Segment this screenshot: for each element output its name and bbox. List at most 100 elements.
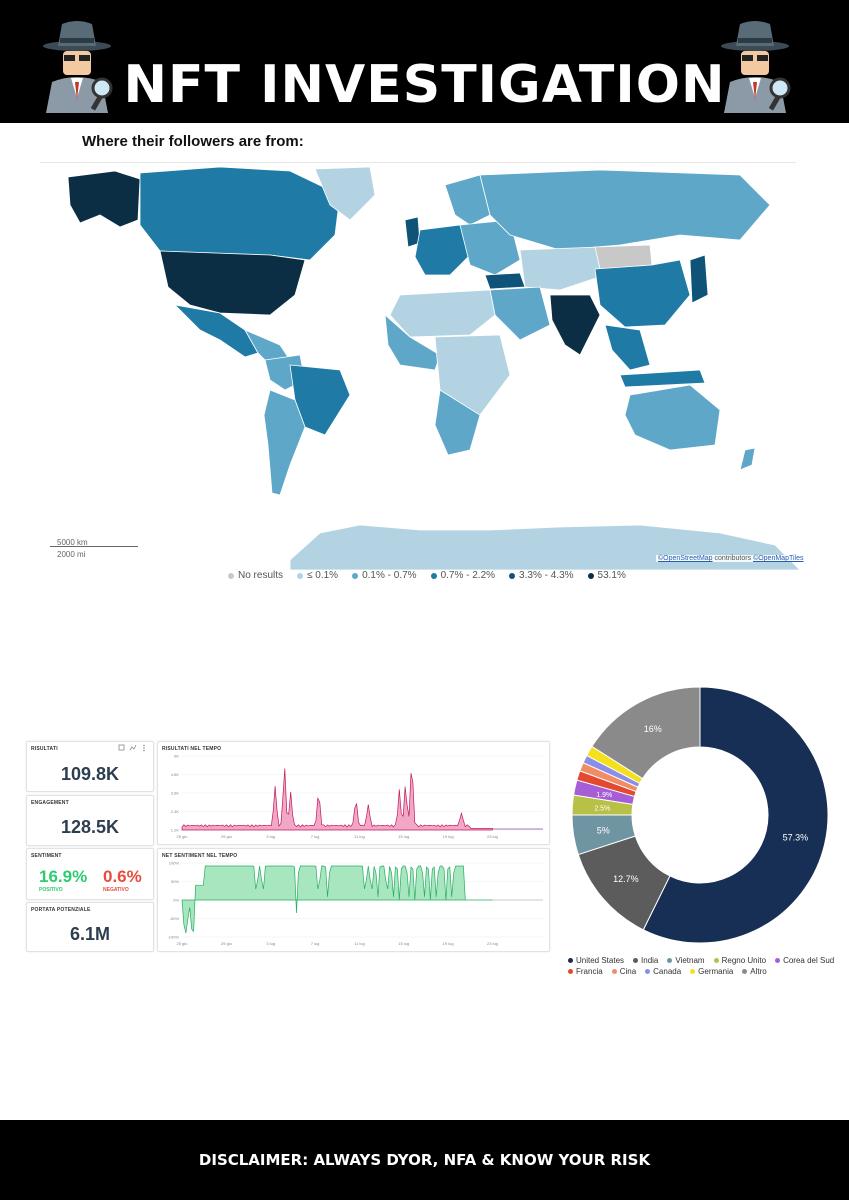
x-tick-label: 23 lug — [487, 834, 498, 839]
positive-sentiment-value: 16.9% — [39, 867, 88, 886]
legend-dot — [228, 572, 234, 579]
x-tick-label: 7 lug — [311, 941, 320, 946]
legend-dot — [667, 958, 673, 963]
legend-dot — [430, 572, 437, 579]
legend-dot — [690, 969, 696, 974]
negative-sentiment-value: 0.6% — [103, 867, 142, 886]
legend-dot — [645, 969, 651, 974]
donut-legend-item[interactable]: Cina — [611, 967, 636, 976]
page-title: NFT INVESTIGATION — [123, 55, 726, 115]
map-legend-item[interactable]: 0.7% - 2.2% — [430, 570, 495, 581]
donut-data-label: 16% — [644, 724, 662, 734]
y-tick-label: 1.2K — [171, 828, 180, 833]
legend-dot — [775, 958, 781, 963]
chart-icon — [129, 744, 137, 751]
map-region-turkey — [484, 272, 526, 290]
openmaptiles-link[interactable]: ©OpenMapTiles — [753, 555, 804, 562]
donut-data-label: 1.9% — [596, 792, 612, 799]
legend-dot — [352, 572, 359, 579]
map-region-central-asia — [519, 246, 606, 291]
detective-icon — [43, 21, 113, 113]
map-region-greenland — [314, 166, 376, 221]
donut-legend: United States India Vietnam Regno Unito Core… — [568, 956, 836, 976]
legend-dot — [633, 958, 639, 963]
map-region-india — [549, 294, 601, 356]
divider — [40, 162, 796, 163]
x-tick-label: 11 lug — [354, 941, 365, 946]
map-region-china — [594, 259, 691, 328]
donut-legend-item[interactable]: Francia — [568, 967, 603, 976]
x-tick-label: 23 lug — [487, 941, 498, 946]
donut-legend-item[interactable]: India — [633, 956, 658, 965]
footer-banner: DISCLAIMER: ALWAYS DYOR, NFA & KNOW YOUR… — [0, 1120, 849, 1200]
donut-legend-item[interactable]: Corea del Sud — [775, 956, 834, 965]
map-region-south-africa — [434, 389, 481, 456]
map-legend-item[interactable]: No results — [228, 570, 283, 581]
x-tick-label: 7 lug — [311, 834, 320, 839]
map-region-canada — [139, 166, 341, 261]
map-attribution: ©OpenStreetMap contributors ©OpenMapTile… — [656, 555, 806, 562]
positive-label: POSITIVO — [39, 887, 63, 893]
donut-legend-item[interactable]: Germania — [690, 967, 733, 976]
map-region-japan — [689, 254, 709, 304]
donut-slice-altro — [591, 686, 701, 780]
results-area-series — [181, 768, 493, 831]
x-tick-label: 3 lug — [266, 941, 275, 946]
map-scale: 5000 km 2000 mi — [48, 538, 143, 564]
map-region-alaska — [67, 170, 141, 228]
country-donut-chart[interactable]: 57.3% 12.7% 5% 2.5% 1.9% 16% — [570, 685, 830, 945]
sentiment-over-time-chart[interactable]: 100% 50% 0% -50% -100%25 giu 29 giu 3 lug 7 lug… — [158, 849, 551, 953]
x-tick-label: 3 lug — [266, 834, 275, 839]
x-tick-label: 19 lug — [443, 834, 454, 839]
donut-legend-item[interactable]: Regno Unito — [713, 956, 766, 965]
map-legend-item[interactable]: 0.1% - 0.7% — [352, 570, 417, 581]
x-tick-label: 15 lug — [398, 941, 409, 946]
x-tick-label: 29 giu — [221, 834, 232, 839]
map-region-indonesia — [619, 369, 706, 388]
map-region-south-america-south — [263, 389, 306, 496]
negative-label: NEGATIVO — [103, 887, 129, 893]
results-kpi-card: RISULTATI 109.8K — [26, 741, 154, 792]
reach-value: 6.1M — [69, 924, 111, 944]
map-region-australia — [624, 384, 721, 451]
legend-dot — [568, 969, 573, 974]
y-tick-label: 3.6K — [171, 791, 180, 796]
map-region-russia — [479, 169, 771, 251]
sentiment-kpi-card: SENTIMENT 16.9% POSITIVO 0.6% NEGATIVO — [26, 848, 154, 900]
world-choropleth-map[interactable] — [40, 165, 800, 570]
x-tick-label: 19 lug — [443, 941, 454, 946]
x-tick-label: 11 lug — [354, 834, 365, 839]
engagement-value: 128.5K — [60, 817, 120, 837]
donut-legend-item[interactable]: Vietnam — [667, 956, 705, 965]
y-tick-label: 4.8K — [171, 772, 180, 777]
donut-legend-item[interactable]: United States — [568, 956, 624, 965]
disclaimer-text: DISCLAIMER: ALWAYS DYOR, NFA & KNOW YOUR… — [198, 1151, 651, 1169]
y-tick-label: 0% — [173, 898, 179, 903]
map-legend-item[interactable]: ≤ 0.1% — [297, 570, 338, 581]
donut-legend-item[interactable]: Canada — [645, 967, 681, 976]
x-tick-label: 29 giu — [221, 941, 232, 946]
results-value: 109.8K — [60, 764, 120, 784]
osm-link[interactable]: ©OpenStreetMap — [658, 555, 713, 562]
sentiment-over-time-panel: NET SENTIMENT NEL TEMPO 100% 50% 0% -50% -10… — [157, 848, 550, 952]
x-tick-label: 25 giu — [177, 834, 188, 839]
map-region-scandinavia — [444, 174, 491, 226]
donut-data-label: 57.3% — [783, 832, 809, 842]
map-region-new-zealand — [739, 447, 756, 471]
legend-dot — [568, 958, 573, 963]
y-tick-label: 50% — [171, 879, 179, 884]
map-legend-item[interactable]: 3.3% - 4.3% — [509, 570, 574, 581]
sentiment-area-series — [181, 865, 493, 934]
x-tick-label: 15 lug — [398, 834, 409, 839]
legend-dot — [587, 572, 594, 579]
results-over-time-panel: RISULTATI NEL TEMPO 6K 4.8K 3.6K 2.4K 1.2K 25… — [157, 741, 550, 845]
donut-legend-item[interactable]: Altro — [742, 967, 767, 976]
donut-slice-united-states — [642, 686, 829, 944]
more-icon — [143, 744, 145, 747]
map-legend-item[interactable]: 53.1% — [587, 570, 626, 581]
map-region-southeast-asia — [604, 324, 651, 371]
map-region-antarctica — [289, 524, 800, 570]
panel-tools — [118, 744, 145, 752]
legend-dot — [713, 958, 719, 963]
